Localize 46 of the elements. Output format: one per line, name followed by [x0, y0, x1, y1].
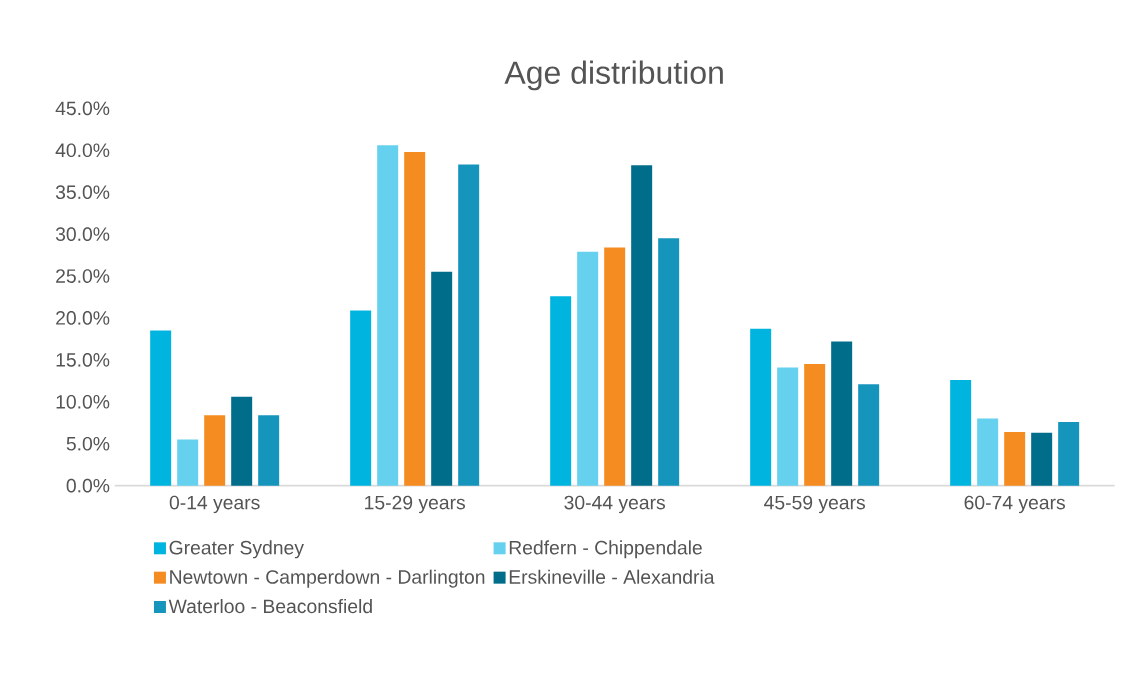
y-tick-label: 10.0%	[56, 394, 110, 409]
bar	[150, 330, 172, 486]
bar	[950, 380, 972, 486]
legend-label: Waterloo - Beaconsfield	[168, 598, 372, 614]
bar	[550, 296, 572, 486]
bar	[631, 165, 653, 486]
bar	[431, 271, 453, 486]
bar	[777, 367, 799, 486]
y-tick-label: 15.0%	[56, 353, 110, 367]
bar	[831, 341, 853, 486]
bar	[577, 251, 599, 486]
bar	[177, 439, 199, 486]
y-tick-label: 20.0%	[56, 311, 110, 325]
chart-title: Age distribution	[504, 60, 723, 91]
x-tick-label: 60-74 years	[964, 495, 1065, 514]
y-tick-label: 5.0%	[66, 436, 110, 451]
legend-label: Newtown - Camperdown - Darlington	[170, 569, 485, 588]
bar	[258, 415, 280, 486]
bar	[1058, 421, 1080, 486]
y-tick-label: 30.0%	[55, 227, 110, 241]
bar	[231, 396, 253, 486]
legend-label: Greater Sydney	[169, 540, 304, 559]
bar	[350, 310, 372, 486]
x-tick-label: 30-44 years	[564, 495, 665, 514]
y-tick-label: 45.0%	[55, 101, 110, 116]
y-tick-label: 25.0%	[56, 269, 110, 283]
bar	[858, 384, 880, 486]
legend-label: Redfern - Chippendale	[509, 540, 702, 559]
bar	[404, 151, 426, 486]
legend-label: Erskineville - Alexandria	[509, 569, 715, 584]
x-tick-label: 45-59 years	[764, 495, 865, 514]
bar	[377, 145, 399, 486]
y-tick-label: 0.0%	[66, 478, 110, 493]
x-tick-label: 0-14 years	[169, 495, 260, 514]
bar	[458, 164, 480, 486]
bar	[658, 238, 680, 486]
x-tick-label: 15-29 years	[365, 495, 465, 514]
y-tick-label: 40.0%	[55, 143, 110, 158]
bar	[204, 415, 226, 486]
y-tick-label: 35.0%	[55, 185, 110, 200]
bar	[977, 418, 999, 486]
bar	[1004, 431, 1026, 486]
bar	[750, 328, 772, 486]
bar	[604, 247, 626, 486]
bar	[804, 364, 826, 486]
bar	[1031, 432, 1053, 486]
